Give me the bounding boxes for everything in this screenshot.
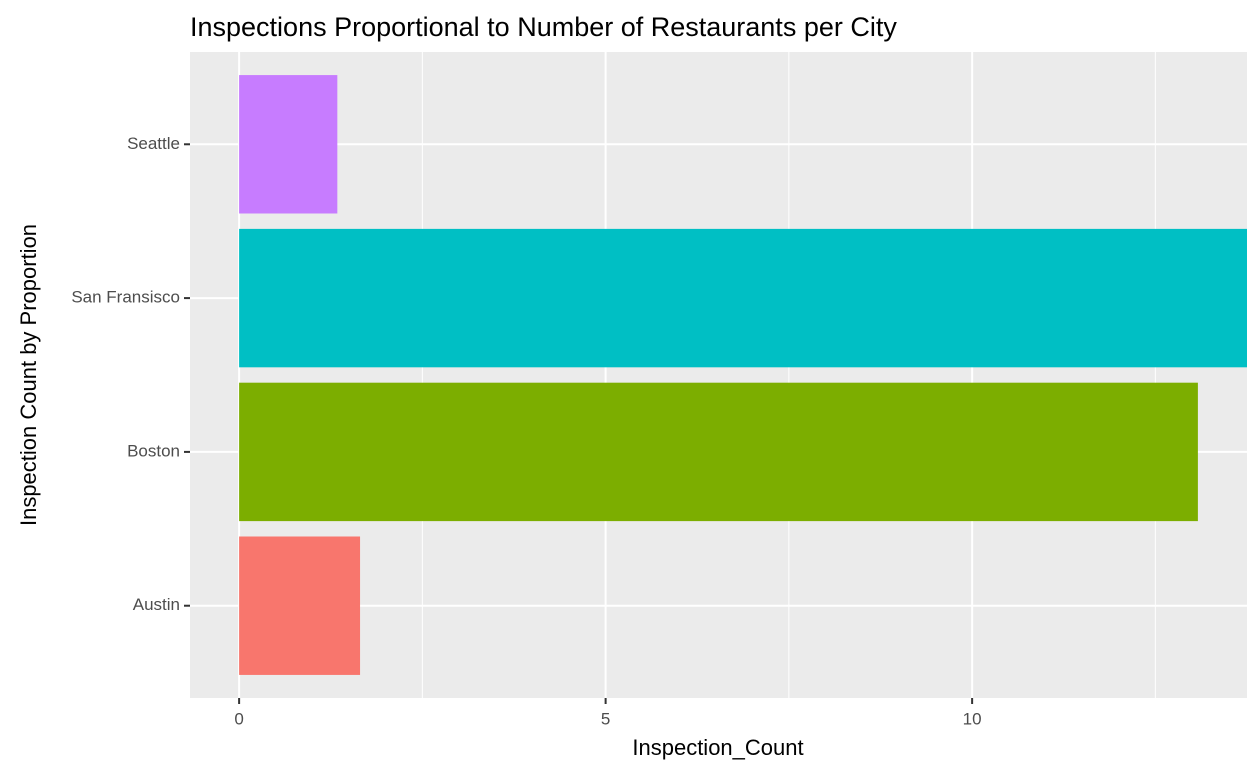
chart-title: Inspections Proportional to Number of Re…: [190, 12, 897, 42]
plot-panel: [190, 52, 1247, 698]
y-tick-label: Austin: [133, 595, 180, 614]
x-axis-title: Inspection_Count: [632, 735, 803, 760]
bar: [239, 228, 1248, 368]
bar: [239, 75, 338, 214]
y-tick-label: San Fransisco: [71, 288, 180, 307]
x-tick-label: 10: [963, 709, 982, 728]
y-tick-label: Boston: [127, 441, 180, 460]
x-tick-label: 5: [601, 709, 610, 728]
bar: [239, 536, 361, 675]
x-tick-label: 0: [234, 709, 243, 728]
y-tick-label: Seattle: [127, 134, 180, 153]
y-axis-title: Inspection Count by Proportion: [16, 224, 41, 526]
bar: [239, 382, 1198, 522]
